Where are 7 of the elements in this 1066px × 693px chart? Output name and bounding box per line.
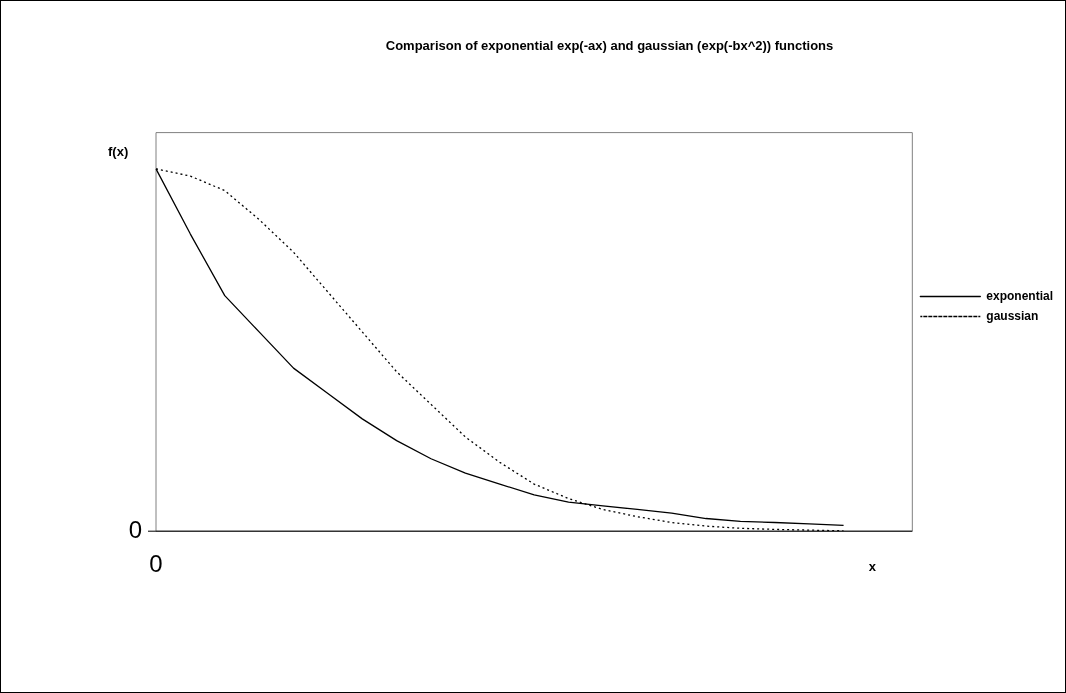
chart-title: Comparison of exponential exp(-ax) and gaussian (exp(-bx^2)) functions (385, 38, 834, 54)
text: 0 (128, 515, 142, 543)
y-axis-title: f(x) (108, 144, 129, 160)
x-axis-title: x (868, 558, 877, 574)
legend-label: exponential (986, 288, 1054, 303)
text: 0 (149, 549, 163, 577)
legend-label: gaussian (986, 308, 1039, 323)
